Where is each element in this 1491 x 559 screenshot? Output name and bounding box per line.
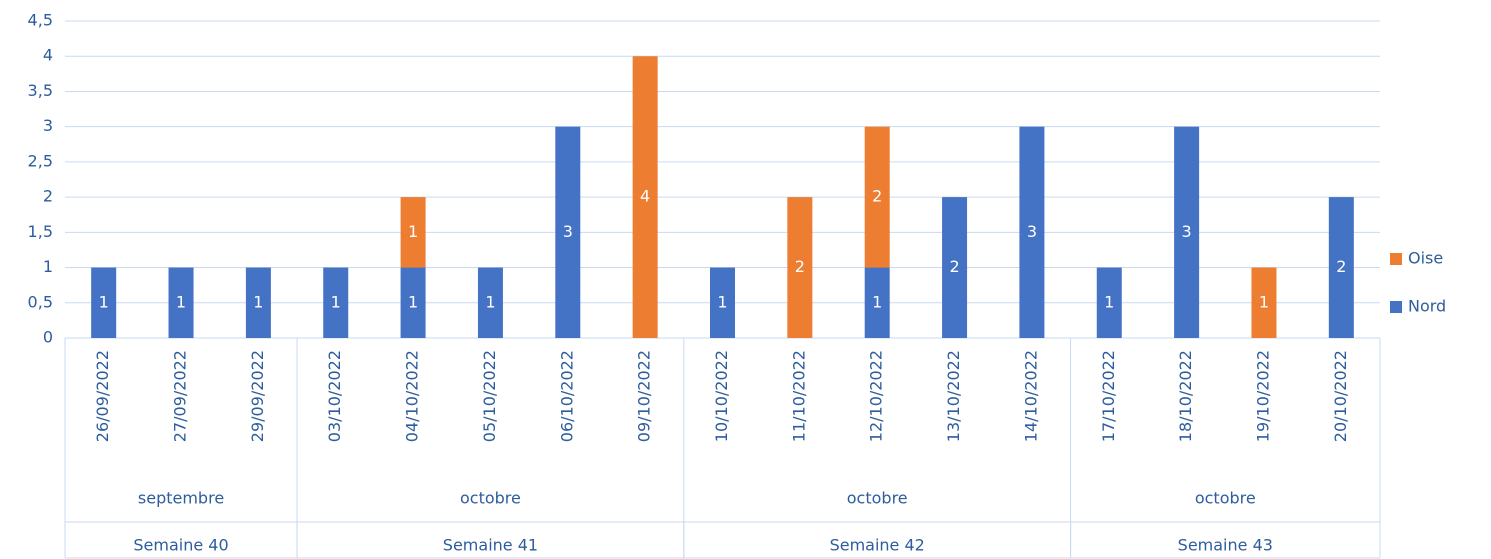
y-tick-label: 1,5 bbox=[28, 222, 53, 241]
data-label: 3 bbox=[1027, 222, 1037, 241]
data-label: 1 bbox=[1104, 292, 1114, 311]
y-tick-label: 0 bbox=[43, 328, 53, 347]
bar bbox=[1019, 126, 1045, 339]
bar bbox=[942, 197, 968, 338]
data-label: 1 bbox=[99, 292, 109, 311]
data-label: 2 bbox=[949, 257, 959, 276]
y-tick-label: 1 bbox=[43, 257, 53, 276]
x-tick-label: 06/10/2022 bbox=[557, 350, 576, 442]
x-tick-label: 12/10/2022 bbox=[867, 350, 886, 442]
bar bbox=[1328, 197, 1354, 338]
data-label: 2 bbox=[795, 257, 805, 276]
bar bbox=[555, 126, 581, 339]
legend-label: Oise bbox=[1408, 249, 1443, 268]
bar bbox=[1174, 126, 1200, 339]
x-tick-label: 11/10/2022 bbox=[789, 350, 808, 442]
y-tick-label: 4 bbox=[43, 46, 53, 65]
bar bbox=[400, 197, 426, 268]
data-label: 1 bbox=[717, 292, 727, 311]
bar bbox=[477, 267, 503, 338]
x-tick-label: 20/10/2022 bbox=[1331, 350, 1350, 442]
week-label: Semaine 43 bbox=[1178, 536, 1273, 555]
data-label: 3 bbox=[563, 222, 573, 241]
x-tick-label: 17/10/2022 bbox=[1099, 350, 1118, 442]
x-tick-label: 19/10/2022 bbox=[1253, 350, 1272, 442]
y-tick-label: 4,5 bbox=[28, 11, 53, 30]
month-label: septembre bbox=[138, 489, 224, 508]
bar bbox=[323, 267, 349, 338]
data-label: 1 bbox=[408, 292, 418, 311]
data-label: 2 bbox=[1336, 257, 1346, 276]
x-tick-label: 27/09/2022 bbox=[171, 350, 190, 442]
x-tick-label: 18/10/2022 bbox=[1176, 350, 1195, 442]
data-label: 1 bbox=[872, 292, 882, 311]
month-label: octobre bbox=[460, 489, 521, 508]
bar bbox=[864, 267, 890, 338]
x-tick-label: 29/09/2022 bbox=[248, 350, 267, 442]
bar bbox=[787, 197, 813, 338]
week-label: Semaine 41 bbox=[443, 536, 538, 555]
data-label: 1 bbox=[331, 292, 341, 311]
x-tick-label: 13/10/2022 bbox=[944, 350, 963, 442]
bar bbox=[245, 267, 271, 338]
legend-swatch bbox=[1390, 301, 1402, 313]
x-tick-label: 26/09/2022 bbox=[93, 350, 112, 442]
bar bbox=[91, 267, 117, 338]
y-tick-label: 3 bbox=[43, 116, 53, 135]
x-tick-label: 03/10/2022 bbox=[325, 350, 344, 442]
y-tick-label: 2,5 bbox=[28, 151, 53, 170]
bar bbox=[168, 267, 194, 338]
data-label: 1 bbox=[176, 292, 186, 311]
x-tick-label: 04/10/2022 bbox=[403, 350, 422, 442]
x-tick-label: 05/10/2022 bbox=[480, 350, 499, 442]
bar bbox=[400, 267, 426, 338]
week-label: Semaine 42 bbox=[830, 536, 925, 555]
month-label: octobre bbox=[847, 489, 908, 508]
legend-swatch bbox=[1390, 253, 1402, 265]
month-label: octobre bbox=[1195, 489, 1256, 508]
x-tick-label: 14/10/2022 bbox=[1021, 350, 1040, 442]
data-label: 4 bbox=[640, 187, 650, 206]
legend-label: Nord bbox=[1408, 297, 1446, 316]
week-label: Semaine 40 bbox=[133, 536, 228, 555]
x-tick-label: 10/10/2022 bbox=[712, 350, 731, 442]
data-label: 1 bbox=[1259, 292, 1269, 311]
data-label: 3 bbox=[1182, 222, 1192, 241]
bar bbox=[1251, 267, 1277, 338]
data-label: 1 bbox=[485, 292, 495, 311]
data-label: 1 bbox=[253, 292, 263, 311]
bar bbox=[632, 56, 658, 338]
y-tick-label: 0,5 bbox=[28, 292, 53, 311]
bar bbox=[710, 267, 735, 338]
bar bbox=[864, 126, 890, 268]
y-tick-label: 3,5 bbox=[28, 81, 53, 100]
data-label: 2 bbox=[872, 187, 882, 206]
bar bbox=[1096, 267, 1122, 338]
x-tick-label: 09/10/2022 bbox=[635, 350, 654, 442]
y-tick-label: 2 bbox=[43, 187, 53, 206]
data-label: 1 bbox=[408, 222, 418, 241]
